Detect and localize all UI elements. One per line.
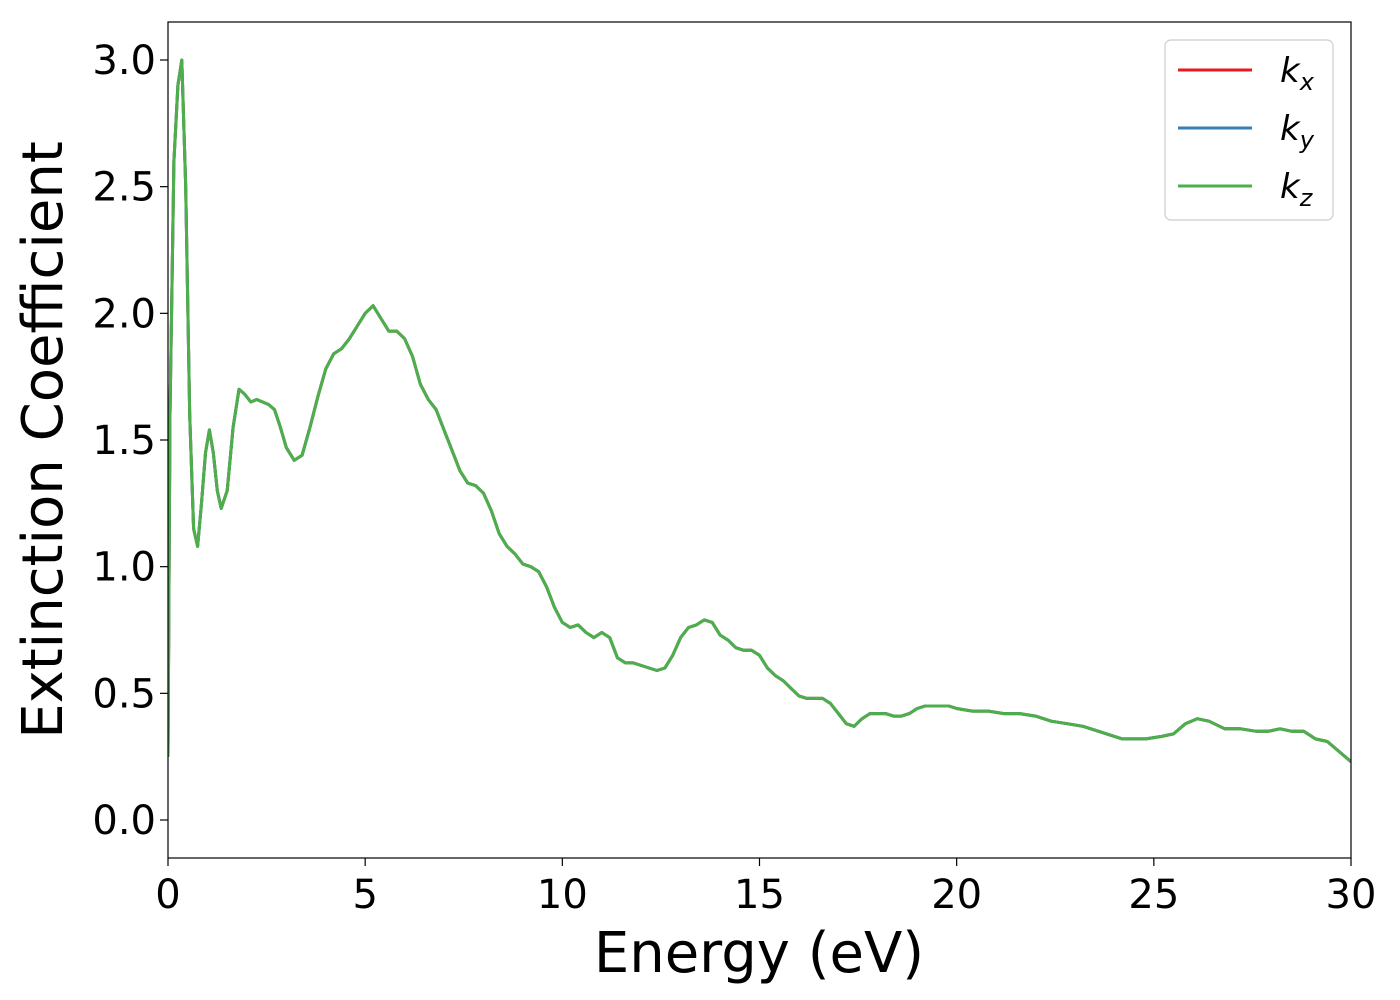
y-tick-label: 1.0 xyxy=(92,545,156,591)
legend-label-subscript: x xyxy=(1299,68,1315,96)
x-axis-label: Energy (eV) xyxy=(594,921,924,986)
legend-label-base: k xyxy=(1280,167,1301,207)
legend-label-base: k xyxy=(1280,51,1301,91)
legend-label-subscript: z xyxy=(1299,184,1314,212)
legend-label-k-z: kz xyxy=(1280,167,1314,212)
legend-label-k-x: kx xyxy=(1280,51,1315,96)
legend-label-subscript: y xyxy=(1299,126,1315,154)
x-tick-label: 15 xyxy=(734,872,785,918)
x-tick-label: 10 xyxy=(537,872,588,918)
y-tick-label: 2.5 xyxy=(92,165,156,211)
series-line-k-z xyxy=(168,58,1351,763)
legend-box xyxy=(1164,39,1334,221)
y-tick-label: 1.5 xyxy=(92,418,156,464)
y-tick-label: 3.0 xyxy=(92,38,156,84)
legend-label-base: k xyxy=(1280,109,1301,149)
plot-area xyxy=(168,22,1351,858)
x-tick-label: 30 xyxy=(1326,872,1377,918)
x-tick-label: 20 xyxy=(931,872,982,918)
y-tick-label: 0.0 xyxy=(92,798,156,844)
legend-label-k-y: ky xyxy=(1280,109,1315,154)
x-tick-label: 5 xyxy=(352,872,377,918)
y-tick-label: 0.5 xyxy=(92,671,156,717)
x-tick-label: 0 xyxy=(155,872,180,918)
y-tick-label: 2.0 xyxy=(92,291,156,337)
y-axis-label: Extinction Coefficient xyxy=(11,141,76,739)
x-tick-label: 25 xyxy=(1128,872,1179,918)
